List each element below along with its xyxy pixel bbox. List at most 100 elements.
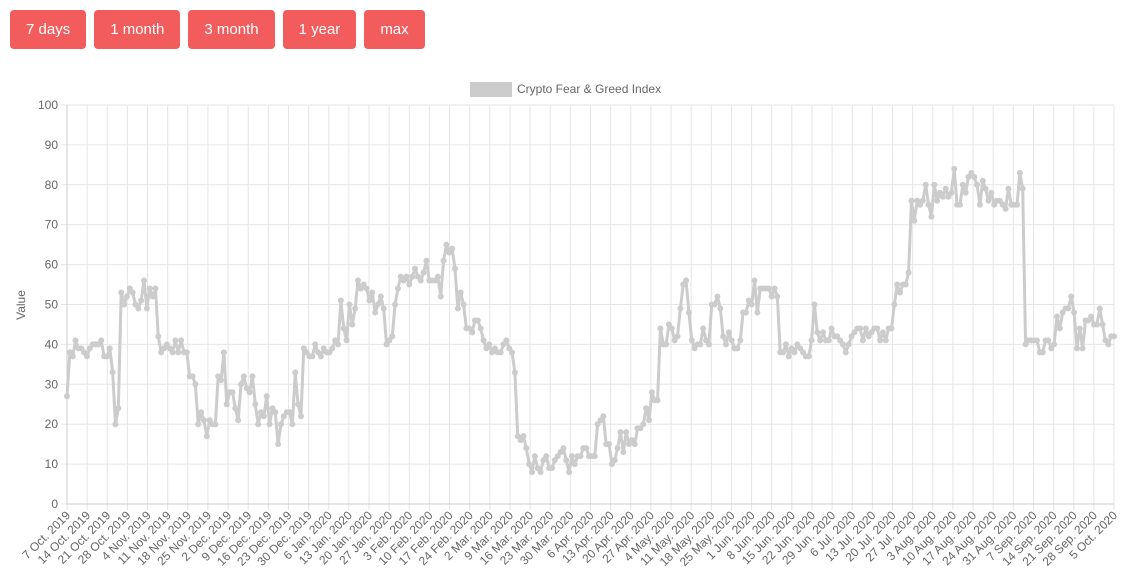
data-point[interactable] [109, 369, 116, 376]
data-point[interactable] [440, 257, 447, 264]
data-point[interactable] [340, 325, 347, 332]
data-point[interactable] [751, 277, 758, 284]
data-point[interactable] [908, 197, 915, 204]
data-point[interactable] [363, 285, 370, 292]
data-point[interactable] [312, 341, 319, 348]
data-point[interactable] [862, 325, 869, 332]
data-point[interactable] [728, 337, 735, 344]
data-point[interactable] [369, 289, 376, 296]
data-point[interactable] [782, 341, 789, 348]
data-point[interactable] [409, 273, 416, 280]
data-point[interactable] [377, 293, 384, 300]
data-point[interactable] [617, 429, 624, 436]
data-point[interactable] [443, 241, 450, 248]
data-point[interactable] [939, 193, 946, 200]
data-point[interactable] [335, 341, 342, 348]
data-point[interactable] [1045, 337, 1052, 344]
data-point[interactable] [229, 389, 236, 396]
data-point[interactable] [195, 421, 202, 428]
data-point[interactable] [1071, 309, 1078, 316]
data-point[interactable] [928, 213, 935, 220]
data-point[interactable] [223, 401, 230, 408]
data-point[interactable] [220, 349, 227, 356]
data-point[interactable] [457, 289, 464, 296]
data-point[interactable] [146, 285, 153, 292]
data-point[interactable] [272, 409, 279, 416]
data-point[interactable] [645, 417, 652, 424]
data-point[interactable] [620, 449, 627, 456]
data-point[interactable] [329, 345, 336, 352]
data-point[interactable] [537, 469, 544, 476]
legend[interactable]: Crypto Fear & Greed Index [470, 82, 661, 97]
data-point[interactable] [962, 189, 969, 196]
data-point[interactable] [1088, 313, 1095, 320]
data-point[interactable] [894, 281, 901, 288]
data-point[interactable] [138, 297, 145, 304]
data-point[interactable] [842, 349, 849, 356]
data-point[interactable] [149, 293, 156, 300]
data-point[interactable] [235, 417, 242, 424]
data-point[interactable] [714, 293, 721, 300]
data-point[interactable] [591, 453, 598, 460]
data-point[interactable] [685, 309, 692, 316]
data-point[interactable] [1005, 185, 1012, 192]
data-point[interactable] [263, 393, 270, 400]
data-point[interactable] [611, 457, 618, 464]
data-point[interactable] [480, 337, 487, 344]
data-point[interactable] [434, 273, 441, 280]
data-point[interactable] [295, 401, 302, 408]
data-point[interactable] [218, 377, 225, 384]
data-point[interactable] [805, 353, 812, 360]
data-point[interactable] [531, 453, 538, 460]
data-point[interactable] [560, 445, 567, 452]
data-point[interactable] [249, 373, 256, 380]
data-point[interactable] [683, 277, 690, 284]
data-point[interactable] [640, 421, 647, 428]
data-point[interactable] [839, 341, 846, 348]
data-point[interactable] [571, 461, 578, 468]
data-point[interactable] [141, 277, 148, 284]
data-point[interactable] [859, 337, 866, 344]
data-point[interactable] [212, 421, 219, 428]
data-point[interactable] [252, 401, 259, 408]
data-point[interactable] [1073, 345, 1080, 352]
data-point[interactable] [657, 325, 664, 332]
data-point[interactable] [723, 341, 730, 348]
data-point[interactable] [697, 341, 704, 348]
data-point[interactable] [988, 189, 995, 196]
data-point[interactable] [768, 293, 775, 300]
data-point[interactable] [674, 333, 681, 340]
data-point[interactable] [931, 181, 938, 188]
data-point[interactable] [754, 309, 761, 316]
data-point[interactable] [942, 185, 949, 192]
data-point[interactable] [477, 325, 484, 332]
data-point[interactable] [825, 337, 832, 344]
data-point[interactable] [72, 337, 79, 344]
data-point[interactable] [192, 381, 199, 388]
data-point[interactable] [129, 289, 136, 296]
data-point[interactable] [857, 325, 864, 332]
data-point[interactable] [1014, 201, 1020, 208]
data-point[interactable] [112, 421, 119, 428]
data-point[interactable] [255, 421, 262, 428]
range-3-month-button[interactable]: 3 month [188, 10, 275, 49]
data-point[interactable] [748, 301, 755, 308]
data-point[interactable] [346, 301, 353, 308]
data-point[interactable] [563, 457, 570, 464]
data-point[interactable] [1033, 337, 1040, 344]
data-point[interactable] [925, 201, 932, 208]
data-point[interactable] [654, 397, 661, 404]
data-point[interactable] [1065, 305, 1072, 312]
data-point[interactable] [951, 165, 958, 172]
data-point[interactable] [103, 353, 110, 360]
data-point[interactable] [389, 333, 396, 340]
data-point[interactable] [118, 289, 125, 296]
data-point[interactable] [1068, 293, 1075, 300]
data-point[interactable] [971, 173, 978, 180]
data-point[interactable] [1056, 325, 1063, 332]
data-point[interactable] [643, 405, 650, 412]
data-point[interactable] [543, 453, 550, 460]
data-point[interactable] [106, 345, 113, 352]
data-point[interactable] [985, 197, 992, 204]
data-point[interactable] [286, 409, 293, 416]
